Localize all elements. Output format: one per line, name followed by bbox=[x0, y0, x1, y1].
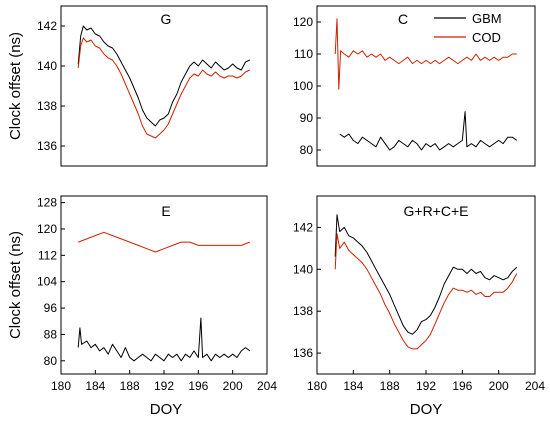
panel-e-ytick-label: 120 bbox=[37, 222, 57, 236]
panel-g-title: G bbox=[161, 11, 172, 27]
panel-c-title: C bbox=[398, 11, 408, 27]
panel-c-series-cod bbox=[334, 18, 517, 90]
panel-grce-xtick-label: 192 bbox=[416, 379, 436, 393]
panel-grce-ytick-label: 140 bbox=[293, 262, 313, 276]
panel-g: G 136 138 140 142 bbox=[37, 5, 268, 167]
legend: GBM COD bbox=[434, 11, 502, 45]
panel-c: C 80 90 100 110 120 GBM COD bbox=[293, 5, 536, 167]
panel-e-ytick-label: 128 bbox=[37, 196, 57, 210]
legend-gbm-label: GBM bbox=[472, 11, 502, 26]
panel-e-series-gbm bbox=[77, 317, 251, 362]
legend-cod-label: COD bbox=[472, 30, 501, 45]
panel-c-ytick-label: 100 bbox=[293, 79, 313, 93]
panel-c-ytick-label: 120 bbox=[293, 15, 313, 29]
panel-grce-series-gbm bbox=[334, 214, 518, 335]
panel-grce-xtick-label: 184 bbox=[343, 379, 363, 393]
panel-c-yticks: 80 90 100 110 120 bbox=[293, 15, 321, 157]
panel-grce-frame bbox=[316, 195, 536, 375]
panel-grce-ytick-label: 138 bbox=[293, 304, 313, 318]
panel-g-ytick-label: 138 bbox=[37, 99, 57, 113]
panel-grce-xtick-label: 204 bbox=[525, 379, 545, 393]
panel-c-frame bbox=[316, 5, 536, 167]
panel-e-xtick-label: 200 bbox=[223, 379, 243, 393]
panel-e-ytick-label: 88 bbox=[44, 327, 58, 341]
panel-g-series-cod bbox=[77, 37, 251, 139]
panel-e-ytick-label: 80 bbox=[44, 354, 58, 368]
panel-e-xticks: 180 184 188 192 196 200 204 bbox=[51, 370, 277, 393]
panel-grce: G+R+C+E 136 138 140 142 180 184 188 192 196 200 2… bbox=[293, 195, 545, 393]
panel-e-xtick-label: 184 bbox=[85, 379, 105, 393]
panel-g-ytick-label: 140 bbox=[37, 59, 57, 73]
panel-e-yticks: 80 88 96 104 112 120 128 bbox=[37, 196, 65, 368]
panel-c-series bbox=[334, 18, 518, 151]
panel-e-xtick-label: 204 bbox=[257, 379, 277, 393]
y-axis-label-bottom: Clock offset (ns) bbox=[7, 231, 24, 339]
x-axis-label-right: DOY bbox=[410, 401, 443, 418]
panel-e-xtick-label: 180 bbox=[51, 379, 71, 393]
panel-grce-series bbox=[334, 214, 518, 350]
panel-e-xtick-label: 188 bbox=[120, 379, 140, 393]
panel-grce-xtick-label: 200 bbox=[489, 379, 509, 393]
panel-g-yticks: 136 138 140 142 bbox=[37, 19, 65, 153]
panel-e-ytick-label: 96 bbox=[44, 301, 58, 315]
panel-c-ytick-label: 110 bbox=[294, 47, 313, 61]
panel-grce-xticks: 180 184 188 192 196 200 204 bbox=[307, 370, 545, 393]
panel-e-xtick-label: 192 bbox=[154, 379, 174, 393]
panel-g-series-gbm bbox=[77, 25, 251, 127]
panel-e-series bbox=[77, 231, 251, 362]
panel-g-frame bbox=[60, 5, 268, 167]
panel-c-ytick-label: 80 bbox=[300, 143, 314, 157]
panel-e-xtick-label: 196 bbox=[188, 379, 208, 393]
panel-grce-xtick-label: 180 bbox=[307, 379, 327, 393]
panel-e-ytick-label: 112 bbox=[38, 248, 57, 262]
panel-grce-xtick-label: 196 bbox=[452, 379, 472, 393]
panel-c-ytick-label: 90 bbox=[300, 111, 314, 125]
panel-c-series-gbm bbox=[339, 111, 518, 151]
panel-e-ytick-label: 104 bbox=[37, 275, 57, 289]
panel-grce-series-cod bbox=[334, 233, 518, 350]
panel-g-ytick-label: 142 bbox=[37, 19, 57, 33]
panel-grce-yticks: 136 138 140 142 bbox=[293, 220, 321, 360]
panel-g-series bbox=[77, 25, 251, 139]
panel-grce-ytick-label: 136 bbox=[293, 346, 313, 360]
panel-grce-ytick-label: 142 bbox=[293, 220, 313, 234]
panel-e-title: E bbox=[161, 203, 170, 219]
panel-grce-title: G+R+C+E bbox=[404, 203, 469, 219]
y-axis-label-top: Clock offset (ns) bbox=[7, 32, 24, 140]
panel-grce-xtick-label: 188 bbox=[380, 379, 400, 393]
panel-e-series-cod bbox=[78, 231, 250, 253]
x-axis-label-left: DOY bbox=[150, 401, 183, 418]
panel-g-ytick-label: 136 bbox=[37, 139, 57, 153]
panel-e: E 80 88 96 104 112 120 128 180 184 188 192 196 200 2… bbox=[37, 195, 277, 393]
